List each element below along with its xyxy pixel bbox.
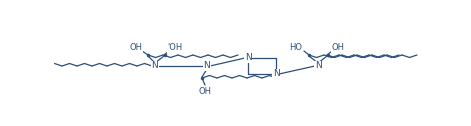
Text: HO: HO (290, 43, 302, 53)
Text: 'OH: 'OH (167, 43, 183, 53)
Text: OH: OH (130, 43, 143, 53)
Text: N: N (315, 61, 321, 71)
Text: OH: OH (198, 87, 211, 96)
Text: N: N (203, 61, 211, 71)
Text: N: N (152, 61, 158, 71)
Text: OH: OH (332, 43, 344, 53)
Text: N: N (244, 54, 252, 62)
Text: N: N (273, 70, 279, 78)
